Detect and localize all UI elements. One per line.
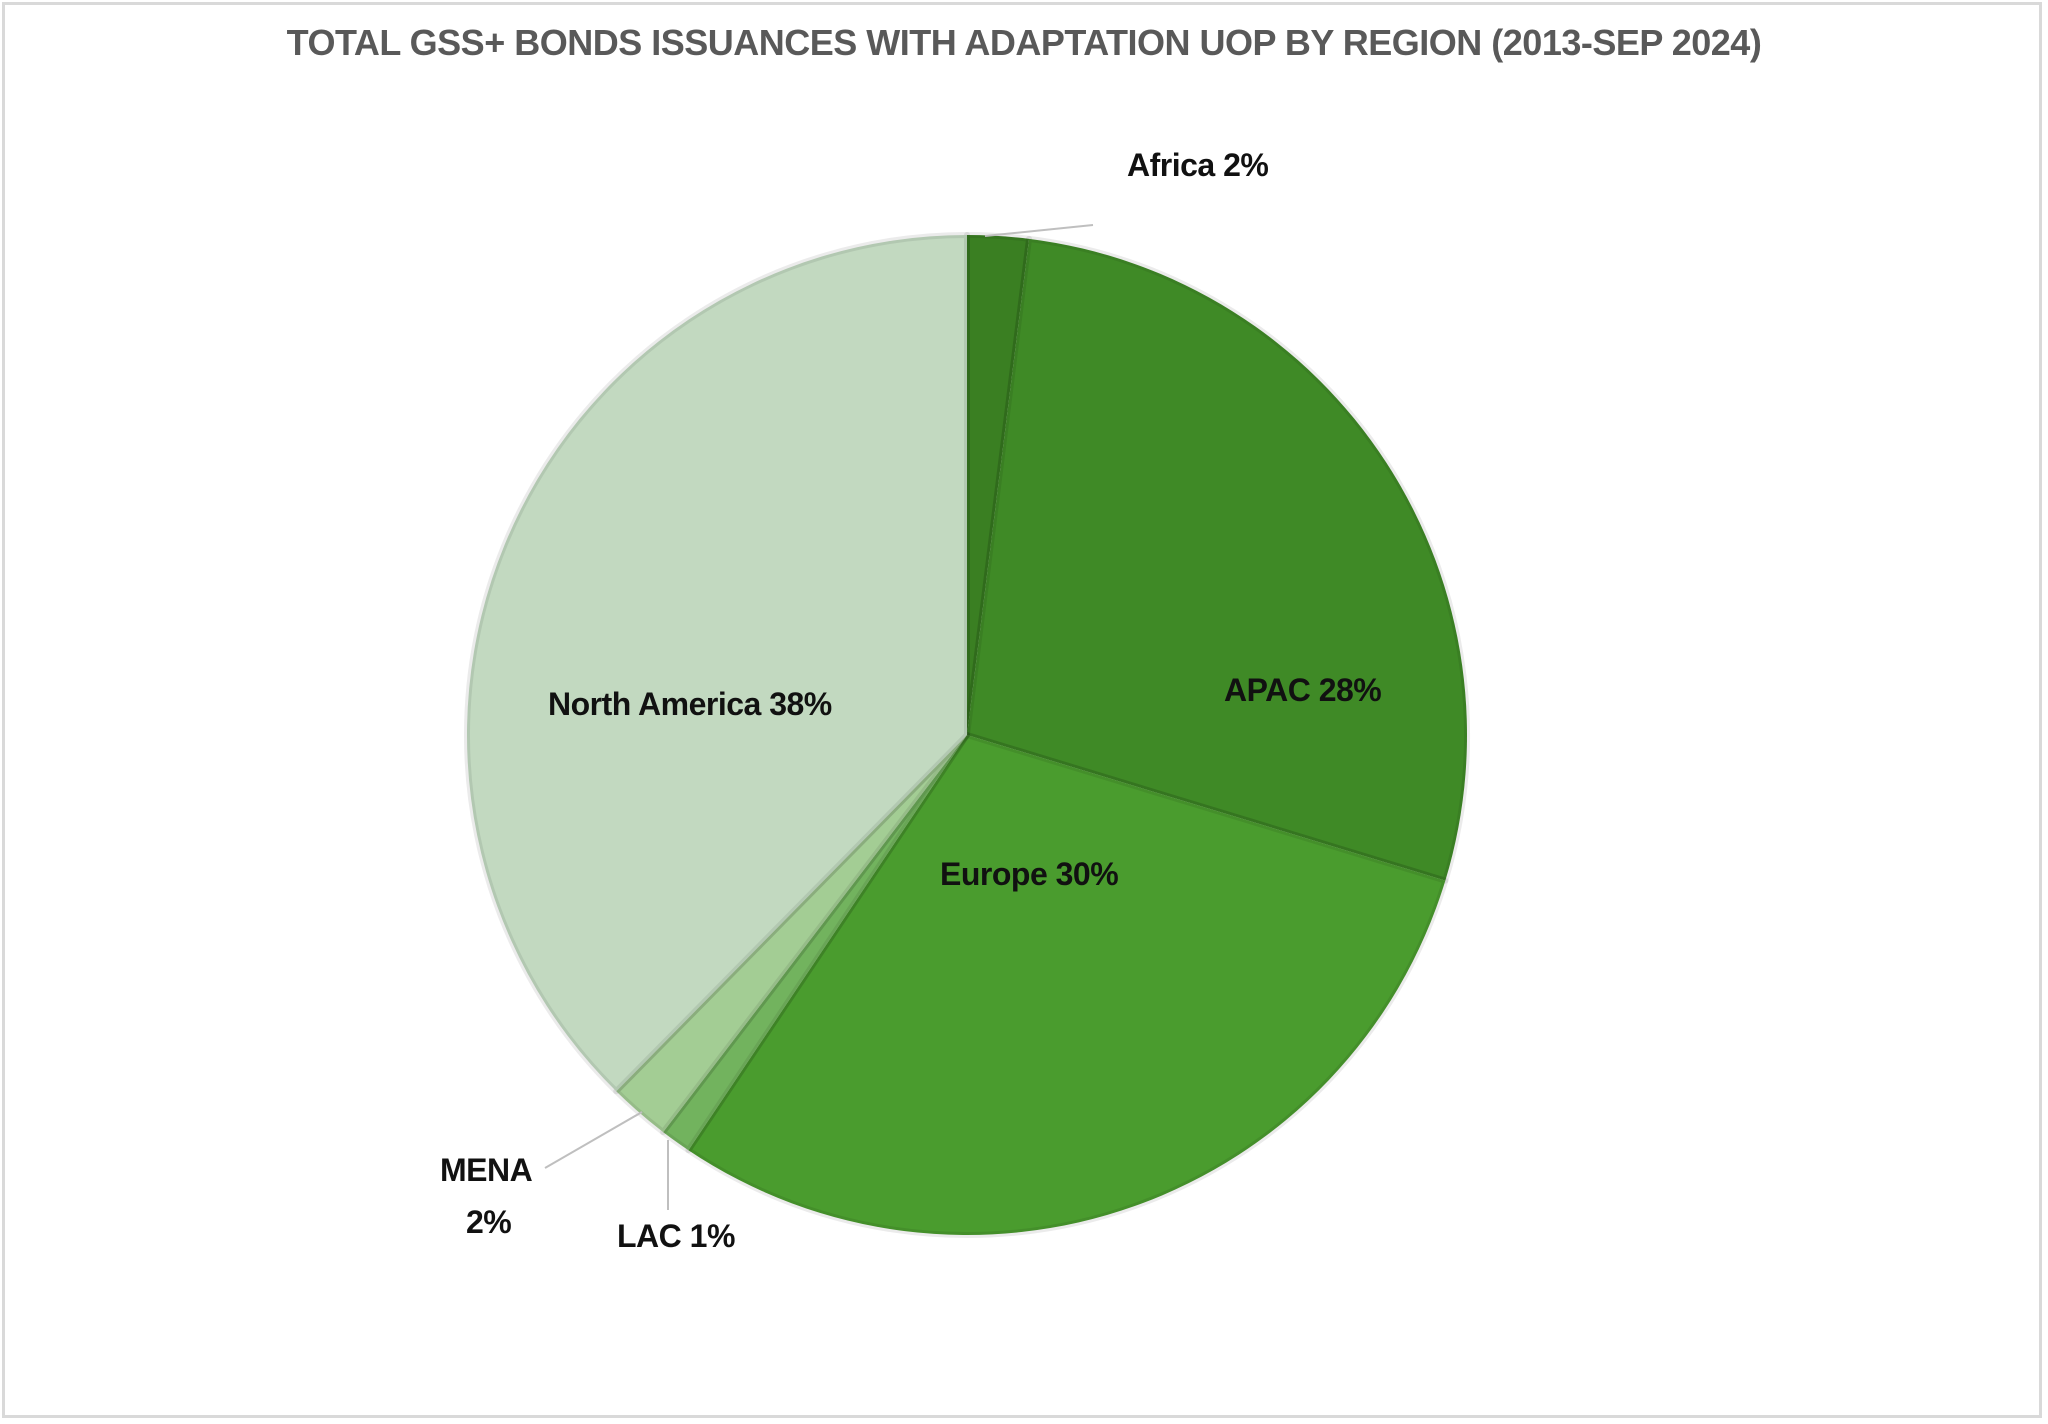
pie-slice-lac bbox=[660, 732, 970, 1154]
pie-slice-north-america bbox=[464, 232, 970, 1095]
label-europe: Europe 30% bbox=[940, 856, 1119, 892]
pie-slice-europe bbox=[685, 732, 1449, 1238]
pie-slice-mena bbox=[613, 732, 970, 1136]
pie-slice-apac bbox=[964, 235, 1471, 884]
label-mena-name: MENA bbox=[440, 1152, 533, 1188]
pie-slice-africa bbox=[964, 232, 1033, 738]
label-apac: APAC 28% bbox=[1224, 672, 1382, 708]
label-africa: Africa 2% bbox=[1127, 147, 1269, 183]
africa-leader-line bbox=[984, 224, 1094, 237]
mena-leader-line bbox=[544, 1111, 643, 1169]
label-mena-value: 2% bbox=[466, 1204, 512, 1240]
chart-title: TOTAL GSS+ BONDS ISSUANCES WITH ADAPTATI… bbox=[286, 22, 1762, 63]
label-north-america: North America 38% bbox=[548, 686, 832, 722]
pie-slices bbox=[464, 232, 1471, 1238]
leader-lines bbox=[544, 224, 1094, 1210]
label-lac: LAC 1% bbox=[617, 1218, 735, 1254]
